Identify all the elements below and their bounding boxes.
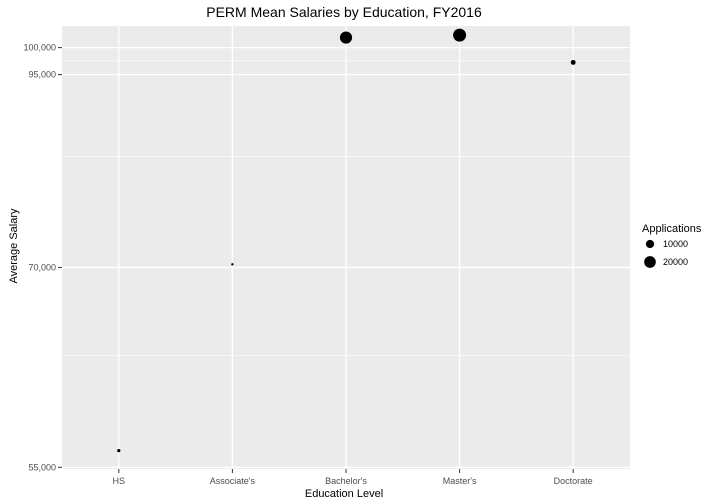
x-tick-label: Master's <box>443 476 477 486</box>
y-tick-label: 100,000 <box>23 43 56 53</box>
x-tick-label: Bachelor's <box>325 476 367 486</box>
data-point <box>570 59 576 65</box>
data-points <box>117 28 576 453</box>
y-axis-title: Average Salary <box>8 208 20 284</box>
data-point <box>231 263 234 266</box>
legend-label: 20000 <box>663 257 688 267</box>
data-point <box>117 449 121 453</box>
x-axis: HS Associate's Bachelor's Master's Doctorate <box>113 469 593 486</box>
x-tick-label: Associate's <box>210 476 256 486</box>
x-axis-title: Education Level <box>305 488 383 500</box>
y-tick-label: 95,000 <box>28 70 56 80</box>
legend-key <box>644 256 656 268</box>
legend-title: Applications <box>642 223 702 235</box>
grid-lines <box>62 26 630 469</box>
legend-label: 10000 <box>663 239 688 249</box>
data-point <box>453 28 467 42</box>
legend: Applications 10000 20000 <box>642 223 702 268</box>
x-tick-label: HS <box>113 476 126 486</box>
x-tick-label: Doctorate <box>554 476 593 486</box>
legend-key <box>645 239 655 249</box>
y-axis: 55,000 70,000 95,000 100,000 <box>23 43 62 472</box>
y-tick-label: 55,000 <box>28 462 56 472</box>
chart-title: PERM Mean Salaries by Education, FY2016 <box>206 4 482 20</box>
data-point <box>339 31 353 44</box>
y-tick-label: 70,000 <box>28 262 56 272</box>
